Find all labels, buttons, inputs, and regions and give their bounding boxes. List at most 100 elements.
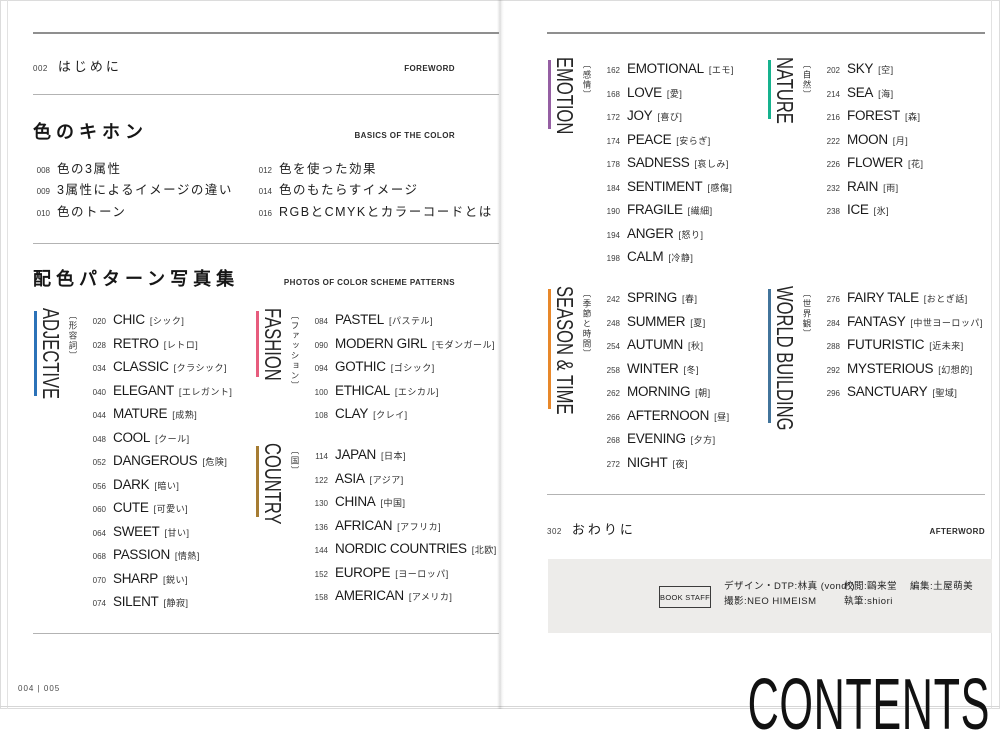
page-number: 222 — [826, 136, 840, 146]
toc-item-title: CLAY — [335, 406, 369, 421]
basics-heading: 色のキホン — [33, 122, 148, 142]
foreword-title: はじめに — [57, 59, 122, 74]
section-title-vertical: ADJECTIVE — [38, 308, 64, 400]
toc-item-kana: [秋] — [687, 341, 704, 351]
toc-item: 288 FUTURISTIC [近未来] — [823, 333, 983, 357]
toc-item: 136 AFRICAN [アフリカ] — [311, 514, 497, 538]
toc-item-kana: [冷静] — [668, 253, 694, 263]
toc-item: 262 MORNING [朝] — [603, 380, 730, 404]
section-title-vertical: SEASON & TIME — [552, 286, 578, 415]
section-title-vertical: FASHION — [260, 308, 286, 381]
toc-item-title: SILENT — [113, 594, 159, 609]
toc-item: 172 JOY [喜び] — [603, 104, 734, 128]
section-color-bar — [768, 289, 771, 423]
basics-label: BASICS OF THE COLOR — [354, 131, 455, 140]
section-items: 020 CHIC [シック] 028 RETRO [レトロ] 034 CLASSIC [クラ… — [89, 308, 232, 614]
toc-item: 162 EMOTIONAL [エモ] — [603, 57, 734, 81]
toc-item-kana: [春] — [681, 294, 698, 304]
page-number: 114 — [315, 452, 328, 461]
page-number: 184 — [606, 183, 620, 193]
toc-item: 144 NORDIC COUNTRIES [北欧] — [311, 537, 497, 561]
section-title-vertical: WORLD BUILDING — [772, 286, 798, 431]
toc-item-title: SADNESS — [627, 155, 690, 170]
toc-item-kana: [夕方] — [690, 435, 716, 445]
toc-item: 048 COOL [クール] — [89, 426, 232, 450]
section-title-vertical: NATURE — [772, 57, 798, 124]
toc-item-kana: [森] — [904, 112, 921, 122]
rule — [547, 32, 985, 34]
toc-item: 238 ICE [氷] — [823, 198, 923, 222]
toc-item-title: EUROPE — [335, 564, 391, 580]
toc-item-title: LOVE — [627, 84, 662, 100]
credit-editing: 編集:土屋萌美 — [910, 581, 974, 592]
page-number: 090 — [314, 340, 328, 350]
toc-item-title: FAIRY TALE — [847, 290, 919, 305]
page-number: 130 — [314, 499, 328, 508]
toc-item: 292 MYSTERIOUS [幻想的] — [823, 357, 983, 381]
section-subtitle-vertical: 〔感情〕 — [582, 60, 592, 100]
page-number: 202 — [826, 66, 840, 75]
toc-item-kana: [アメリカ] — [408, 592, 453, 602]
page-edge-left — [7, 0, 8, 709]
page-number: 012 — [258, 166, 272, 175]
page-number: 276 — [826, 295, 840, 304]
toc-item-title: NIGHT — [627, 454, 668, 470]
toc-item: 094 GOTHIC [ゴシック] — [311, 355, 495, 379]
afterword-row: 302 おわりに AFTERWORD — [547, 519, 985, 538]
toc-item-title: ASIA — [335, 470, 365, 486]
toc-item-kana: [情熱] — [174, 551, 200, 561]
page-number: 178 — [606, 160, 620, 169]
credit-design: デザイン・DTP:林真 (vond°) — [724, 581, 856, 592]
toc-item: 020 CHIC [シック] — [89, 308, 232, 332]
toc-item: 090 MODERN GIRL [モダンガール] — [311, 332, 495, 356]
page-number: 002 — [33, 64, 48, 73]
toc-item-kana: [繊細] — [687, 206, 713, 216]
toc-item-title: ETHICAL — [335, 382, 390, 398]
photos-label: PHOTOS OF COLOR SCHEME PATTERNS — [283, 278, 455, 287]
toc-item: 254 AUTUMN [秋] — [603, 333, 730, 357]
page-number: 020 — [92, 317, 106, 326]
toc-item: 202 SKY [空] — [823, 57, 923, 81]
toc-item-title: CALM — [627, 249, 664, 264]
page-number: 262 — [606, 389, 620, 398]
toc-item-title: FLOWER — [847, 155, 903, 170]
toc-item: 214 SEA [海] — [823, 81, 923, 105]
credit-writing: 執筆:shiori — [844, 596, 893, 607]
toc-item-kana: [冬] — [683, 364, 699, 375]
toc-item-kana: [喜び] — [657, 112, 683, 122]
toc-item-kana: [クール] — [155, 433, 190, 444]
page-number: 044 — [92, 411, 106, 420]
section-color-bar — [256, 446, 259, 517]
basics-item: 009 3属性によるイメージの違い — [33, 180, 233, 201]
toc-item-kana: [エシカル] — [394, 386, 439, 397]
toc-item-kana: [幻想的] — [938, 364, 973, 375]
page-number: 008 — [36, 166, 50, 175]
toc-item: 028 RETRO [レトロ] — [89, 332, 232, 356]
page-number: 248 — [606, 318, 620, 328]
basics-item: 014 色のもたらすイメージ — [255, 180, 493, 201]
section-items: 276 FAIRY TALE [おとぎ話] 284 FANTASY [中世ヨーロッパ] … — [823, 286, 983, 404]
foreword-row: 002 はじめに FOREWORD — [33, 56, 455, 75]
page-number: 122 — [314, 475, 328, 485]
toc-item: 056 DARK [暗い] — [89, 473, 232, 497]
page-number: 302 — [547, 527, 562, 536]
section-subtitle-vertical: 〔自然〕 — [802, 60, 812, 100]
toc-item-kana: [近未来] — [929, 341, 964, 351]
toc-item: 068 PASSION [情熱] — [89, 543, 232, 567]
toc-item-title: MYSTERIOUS — [847, 360, 934, 376]
toc-item-kana: [怒り] — [678, 229, 704, 240]
page-number: 232 — [826, 183, 840, 193]
toc-item-title: SKY — [847, 61, 874, 76]
page-number: 040 — [92, 387, 106, 397]
toc-item-title: SEA — [847, 84, 874, 100]
basics-item: 016 RGBとCMYKとカラーコードとは — [255, 202, 493, 223]
toc-item: 190 FRAGILE [繊細] — [603, 198, 734, 222]
toc-item: 178 SADNESS [哀しみ] — [603, 151, 734, 175]
toc-item-kana: [聖域] — [932, 388, 958, 398]
page-number: 048 — [92, 434, 106, 444]
toc-item-title: SENTIMENT — [627, 178, 703, 194]
toc-item: 158 AMERICAN [アメリカ] — [311, 584, 497, 608]
toc-item-kana: [海] — [878, 88, 894, 99]
toc-item-title: MODERN GIRL — [335, 335, 427, 351]
basics-item: 008 色の3属性 — [33, 159, 233, 180]
